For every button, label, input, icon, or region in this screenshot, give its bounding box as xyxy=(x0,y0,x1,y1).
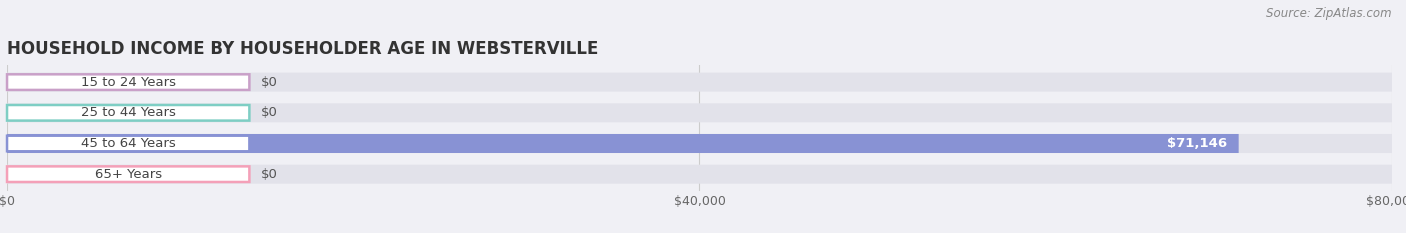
Text: Source: ZipAtlas.com: Source: ZipAtlas.com xyxy=(1267,7,1392,20)
Text: $0: $0 xyxy=(260,106,277,119)
Text: 45 to 64 Years: 45 to 64 Years xyxy=(80,137,176,150)
FancyBboxPatch shape xyxy=(7,103,1392,122)
Text: $0: $0 xyxy=(260,76,277,89)
FancyBboxPatch shape xyxy=(7,165,1392,184)
FancyBboxPatch shape xyxy=(7,73,1392,92)
FancyBboxPatch shape xyxy=(7,134,1392,153)
FancyBboxPatch shape xyxy=(7,105,249,121)
Text: $0: $0 xyxy=(260,168,277,181)
Text: 15 to 24 Years: 15 to 24 Years xyxy=(80,76,176,89)
FancyBboxPatch shape xyxy=(7,74,249,90)
Text: 25 to 44 Years: 25 to 44 Years xyxy=(80,106,176,119)
FancyBboxPatch shape xyxy=(7,166,249,182)
Text: $71,146: $71,146 xyxy=(1167,137,1227,150)
FancyBboxPatch shape xyxy=(7,134,1239,153)
Text: 65+ Years: 65+ Years xyxy=(94,168,162,181)
FancyBboxPatch shape xyxy=(7,136,249,151)
Text: HOUSEHOLD INCOME BY HOUSEHOLDER AGE IN WEBSTERVILLE: HOUSEHOLD INCOME BY HOUSEHOLDER AGE IN W… xyxy=(7,40,599,58)
